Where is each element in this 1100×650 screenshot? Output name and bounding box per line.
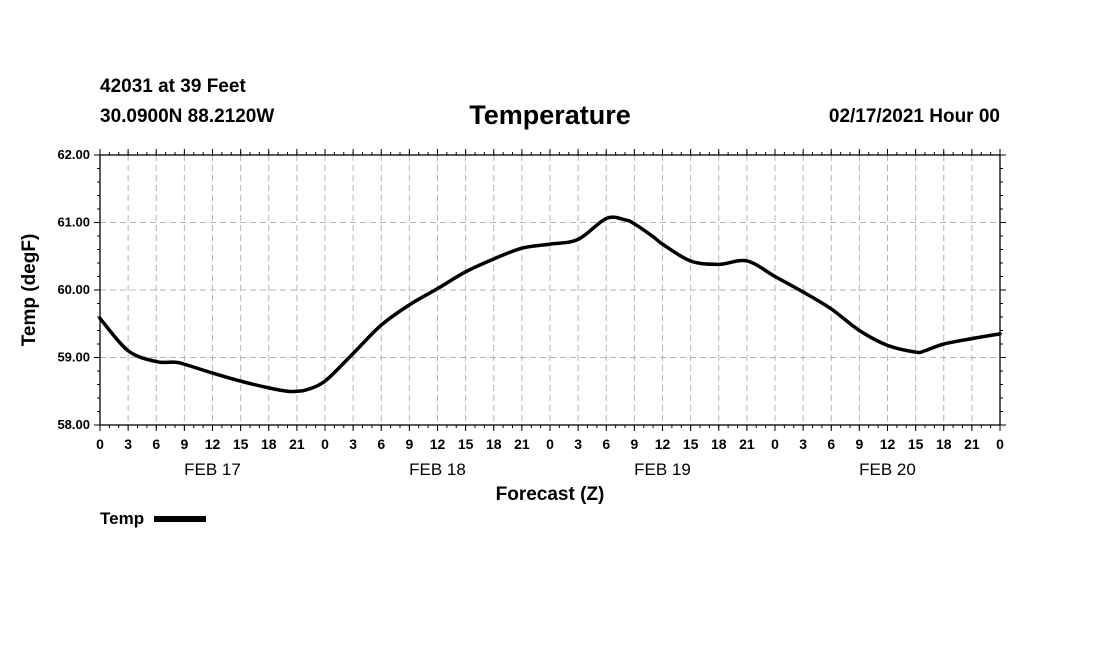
x-tick-label: 6 [152, 436, 160, 452]
day-labels: FEB 17 FEB 18 FEB 19 FEB 20 [184, 460, 916, 479]
x-tick-label: 9 [855, 436, 863, 452]
x-tick-label: 6 [827, 436, 835, 452]
y-tick-label: 59.00 [57, 350, 90, 365]
x-tick-label: 3 [349, 436, 357, 452]
day-label: FEB 20 [859, 460, 916, 479]
y-tick-label: 61.00 [57, 215, 90, 230]
x-tick-label: 21 [964, 436, 980, 452]
x-tick-label: 18 [486, 436, 502, 452]
legend-label: Temp [100, 509, 145, 528]
x-tick-label: 3 [124, 436, 132, 452]
legend: Temp [100, 509, 207, 529]
legend-swatch [154, 516, 207, 522]
x-tick-labels: 0 3 6 9 12 15 18 21 0 3 6 9 12 15 18 21 0 3 6 9 12 15 18 21 0 3 6 9… [96, 436, 1004, 452]
axis-ticks [94, 149, 1006, 431]
chart-title: Temperature [469, 100, 631, 130]
series-group [98, 215, 1002, 394]
x-tick-label: 0 [771, 436, 779, 452]
x-tick-label: 15 [683, 436, 699, 452]
x-tick-label: 9 [630, 436, 638, 452]
x-tick-label: 21 [289, 436, 305, 452]
y-tick-label: 62.00 [57, 147, 90, 162]
x-tick-label: 21 [739, 436, 755, 452]
y-tick-labels: 58.00 59.00 60.00 61.00 62.00 [57, 147, 90, 432]
run-time-label: 02/17/2021 Hour 00 [828, 106, 1000, 127]
x-tick-label: 6 [377, 436, 385, 452]
x-axis-title: Forecast (Z) [496, 484, 605, 505]
x-tick-label: 21 [514, 436, 530, 452]
x-tick-label: 18 [711, 436, 727, 452]
day-label: FEB 17 [184, 460, 241, 479]
x-tick-label: 15 [233, 436, 249, 452]
coordinates-label: 30.0900N 88.2120W [100, 106, 275, 127]
grid-lines [100, 155, 1000, 425]
x-tick-label: 12 [880, 436, 896, 452]
x-tick-label: 12 [655, 436, 671, 452]
x-tick-label: 6 [602, 436, 610, 452]
x-tick-label: 12 [430, 436, 446, 452]
x-tick-label: 15 [908, 436, 924, 452]
x-tick-label: 0 [546, 436, 554, 452]
y-tick-label: 58.00 [57, 417, 90, 432]
x-tick-label: 18 [936, 436, 952, 452]
x-tick-label: 0 [996, 436, 1004, 452]
x-tick-label: 9 [180, 436, 188, 452]
station-label: 42031 at 39 Feet [100, 76, 246, 97]
day-label: FEB 18 [409, 460, 466, 479]
day-label: FEB 19 [634, 460, 691, 479]
y-tick-label: 60.00 [57, 282, 90, 297]
x-tick-label: 0 [96, 436, 104, 452]
x-tick-label: 9 [405, 436, 413, 452]
x-tick-label: 12 [205, 436, 221, 452]
x-tick-label: 3 [574, 436, 582, 452]
x-tick-label: 18 [261, 436, 277, 452]
x-tick-label: 15 [458, 436, 474, 452]
y-axis-title: Temp (degF) [19, 234, 40, 347]
series-line-temp [98, 215, 1002, 394]
x-tick-label: 0 [321, 436, 329, 452]
x-tick-label: 3 [799, 436, 807, 452]
